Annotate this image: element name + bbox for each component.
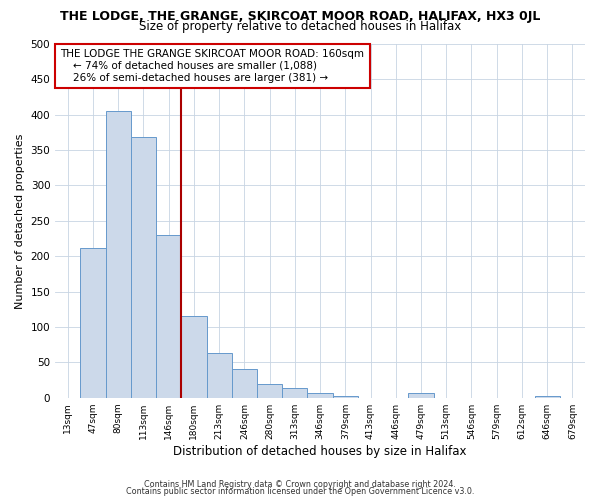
Bar: [80, 248, 106, 398]
Bar: [181, 316, 206, 398]
Text: THE LODGE, THE GRANGE, SKIRCOAT MOOR ROAD, HALIFAX, HX3 0JL: THE LODGE, THE GRANGE, SKIRCOAT MOOR ROA…: [60, 10, 540, 23]
Y-axis label: Number of detached properties: Number of detached properties: [15, 133, 25, 308]
Bar: [232, 370, 257, 398]
Text: Size of property relative to detached houses in Halifax: Size of property relative to detached ho…: [139, 20, 461, 33]
Text: Contains public sector information licensed under the Open Government Licence v3: Contains public sector information licen…: [126, 487, 474, 496]
Bar: [409, 393, 434, 398]
Text: THE LODGE THE GRANGE SKIRCOAT MOOR ROAD: 160sqm
    ← 74% of detached houses are: THE LODGE THE GRANGE SKIRCOAT MOOR ROAD:…: [61, 50, 364, 82]
Bar: [106, 111, 131, 398]
Bar: [282, 388, 307, 398]
Bar: [257, 384, 282, 398]
Bar: [206, 353, 232, 398]
Text: Contains HM Land Registry data © Crown copyright and database right 2024.: Contains HM Land Registry data © Crown c…: [144, 480, 456, 489]
X-axis label: Distribution of detached houses by size in Halifax: Distribution of detached houses by size …: [173, 444, 467, 458]
Bar: [156, 235, 181, 398]
Bar: [535, 396, 560, 398]
Bar: [131, 136, 156, 398]
Bar: [332, 396, 358, 398]
Bar: [307, 394, 332, 398]
